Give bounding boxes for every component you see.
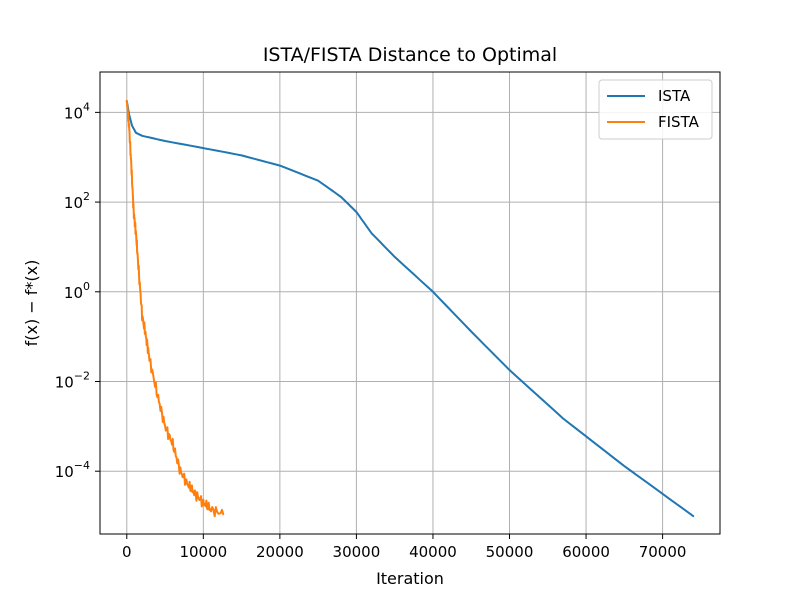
series-line-ista — [125, 99, 695, 518]
y-tick-label: 10−2 — [55, 369, 90, 391]
x-axis-ticks: 0 10000 20000 30000 40000 50000 60000 70000 — [122, 534, 686, 561]
grid — [100, 72, 720, 534]
x-tick-label: 10000 — [179, 543, 227, 561]
x-tick-label: 60000 — [562, 543, 610, 561]
y-tick-label: 100 — [64, 280, 90, 302]
series-lines — [125, 99, 695, 518]
legend-label-fista: FISTA — [658, 113, 700, 131]
x-tick-label: 70000 — [639, 543, 687, 561]
legend-label-ista: ISTA — [658, 87, 691, 105]
y-axis-label: f(x) − f*(x) — [22, 260, 41, 347]
legend: ISTA FISTA — [598, 79, 713, 140]
x-tick-label: 50000 — [486, 543, 534, 561]
x-axis-label: Iteration — [376, 569, 444, 588]
y-tick-label: 10−4 — [55, 459, 90, 481]
series-line-fista — [125, 99, 225, 518]
y-tick-label: 102 — [64, 190, 90, 212]
legend-box — [598, 79, 713, 140]
x-tick-label: 30000 — [333, 543, 381, 561]
x-tick-label: 40000 — [409, 543, 457, 561]
y-axis-ticks: 104 102 100 10−2 10−4 — [55, 100, 100, 481]
x-tick-label: 0 — [122, 543, 132, 561]
plot-frame — [99, 71, 721, 535]
x-tick-label: 20000 — [256, 543, 304, 561]
chart-title: ISTA/FISTA Distance to Optimal — [263, 44, 557, 66]
y-tick-label: 104 — [64, 100, 90, 122]
